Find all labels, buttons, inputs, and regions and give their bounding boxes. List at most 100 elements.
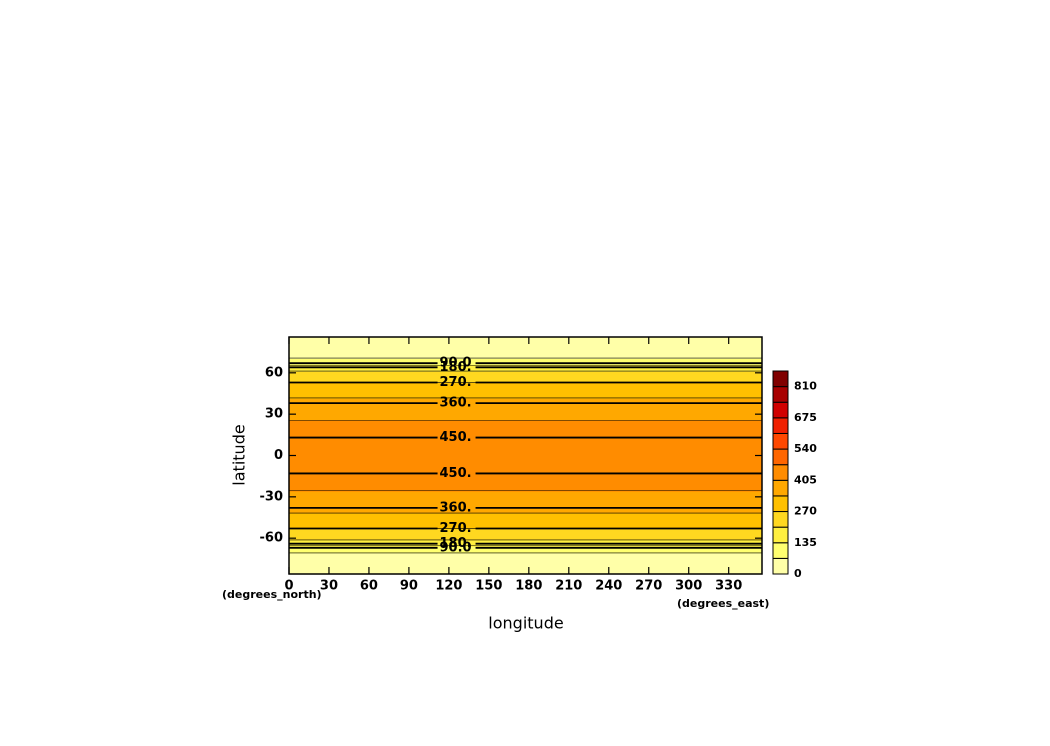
field-strip <box>289 419 762 422</box>
x-tick-label: 300 <box>675 579 702 594</box>
field-strip <box>289 509 762 512</box>
field-strip <box>289 552 762 555</box>
field-strip <box>289 520 762 523</box>
field-strip <box>289 396 762 398</box>
field-strip <box>289 447 762 450</box>
field-strip <box>289 526 762 529</box>
x-units: (degrees_north) <box>222 588 322 601</box>
field-strip <box>289 501 762 504</box>
field-strip <box>289 444 762 447</box>
contour-label: 180. <box>440 360 472 375</box>
field-strip <box>289 538 762 540</box>
x-tick-label: 150 <box>475 579 502 594</box>
y-tick-label: -60 <box>260 531 284 546</box>
field-strip <box>289 427 762 430</box>
field-strip <box>289 567 762 569</box>
colorbar-label: 0 <box>794 567 802 580</box>
field-strip <box>289 460 762 463</box>
field-strip <box>289 389 762 391</box>
field-strip <box>289 412 762 415</box>
field-strip <box>289 399 762 401</box>
field <box>289 337 762 575</box>
field-strip <box>289 405 762 407</box>
field-strip <box>289 390 762 392</box>
field-strip <box>289 416 762 419</box>
field-strip <box>289 522 762 525</box>
field-strip <box>289 337 762 339</box>
field-strip <box>289 508 762 511</box>
field-strip <box>289 458 762 461</box>
field-strip <box>289 459 762 462</box>
field-strip <box>289 343 762 346</box>
x-tick-label: 0 <box>284 579 293 594</box>
field-strip <box>289 411 762 413</box>
field-strip <box>289 407 762 409</box>
field-strip <box>289 570 762 572</box>
field-strip <box>289 483 762 485</box>
field-strip <box>289 478 762 480</box>
field-strip <box>289 505 762 508</box>
y-tick-label: 60 <box>265 365 283 380</box>
x-tick-label: 180 <box>515 579 542 594</box>
field-strip <box>289 493 762 495</box>
field-strip <box>289 516 762 519</box>
field-strip <box>289 534 762 536</box>
y-tick-label: 0 <box>274 448 283 463</box>
colorbar-box <box>772 495 789 513</box>
field-strip <box>289 560 762 563</box>
field-strip <box>289 410 762 412</box>
field-strip <box>289 492 762 494</box>
field-strip <box>289 344 762 347</box>
colorbar-box <box>772 370 789 388</box>
field-strip <box>289 546 762 548</box>
field-strip <box>289 518 762 521</box>
axes: 0 30 60 90 120 150 180 210 240 270 300 330-60-30030… <box>260 336 817 594</box>
field-strip <box>289 457 762 460</box>
field-strip <box>289 499 762 501</box>
field-strip <box>289 404 762 406</box>
field-strip <box>289 430 762 433</box>
field-strip <box>289 422 762 425</box>
field-strip <box>289 557 762 560</box>
field-strip <box>289 497 762 499</box>
field-strip <box>289 482 762 484</box>
field-strip <box>289 435 762 438</box>
field-strip <box>289 346 762 349</box>
field-strip <box>289 391 762 393</box>
colorbar-label: 540 <box>794 442 817 455</box>
field-strip <box>289 449 762 452</box>
x-tick-label: 60 <box>360 579 378 594</box>
field-strip <box>289 556 762 559</box>
colorbar-box <box>772 386 789 403</box>
field-strip <box>289 496 762 498</box>
field-strip <box>289 341 762 344</box>
field-strip <box>289 414 762 417</box>
field-strip <box>289 529 762 532</box>
field-strip <box>289 533 762 535</box>
field-strip <box>289 434 762 437</box>
field-strip <box>289 348 762 351</box>
field-strip <box>289 559 762 562</box>
field-strip <box>289 441 762 444</box>
field-strip <box>289 406 762 408</box>
field-strip <box>289 500 762 503</box>
colorbar-label: 270 <box>794 505 817 518</box>
field-strip <box>289 515 762 518</box>
x-tick-label: 240 <box>595 579 622 594</box>
contour-label: 450. <box>440 466 472 481</box>
field-strip <box>289 428 762 431</box>
field-strip <box>289 339 762 342</box>
field-strip <box>289 454 762 457</box>
field-strip <box>289 393 762 395</box>
field-strip <box>289 530 762 532</box>
field-strip <box>289 465 762 468</box>
field-strip <box>289 415 762 418</box>
field-strip <box>289 571 762 573</box>
field-strip <box>289 425 762 428</box>
field-strip <box>289 426 762 429</box>
field-strip <box>289 380 762 383</box>
field-strip <box>289 466 762 469</box>
field-strip <box>289 455 762 458</box>
x-tick-label: 330 <box>715 579 742 594</box>
field-strip <box>289 347 762 350</box>
